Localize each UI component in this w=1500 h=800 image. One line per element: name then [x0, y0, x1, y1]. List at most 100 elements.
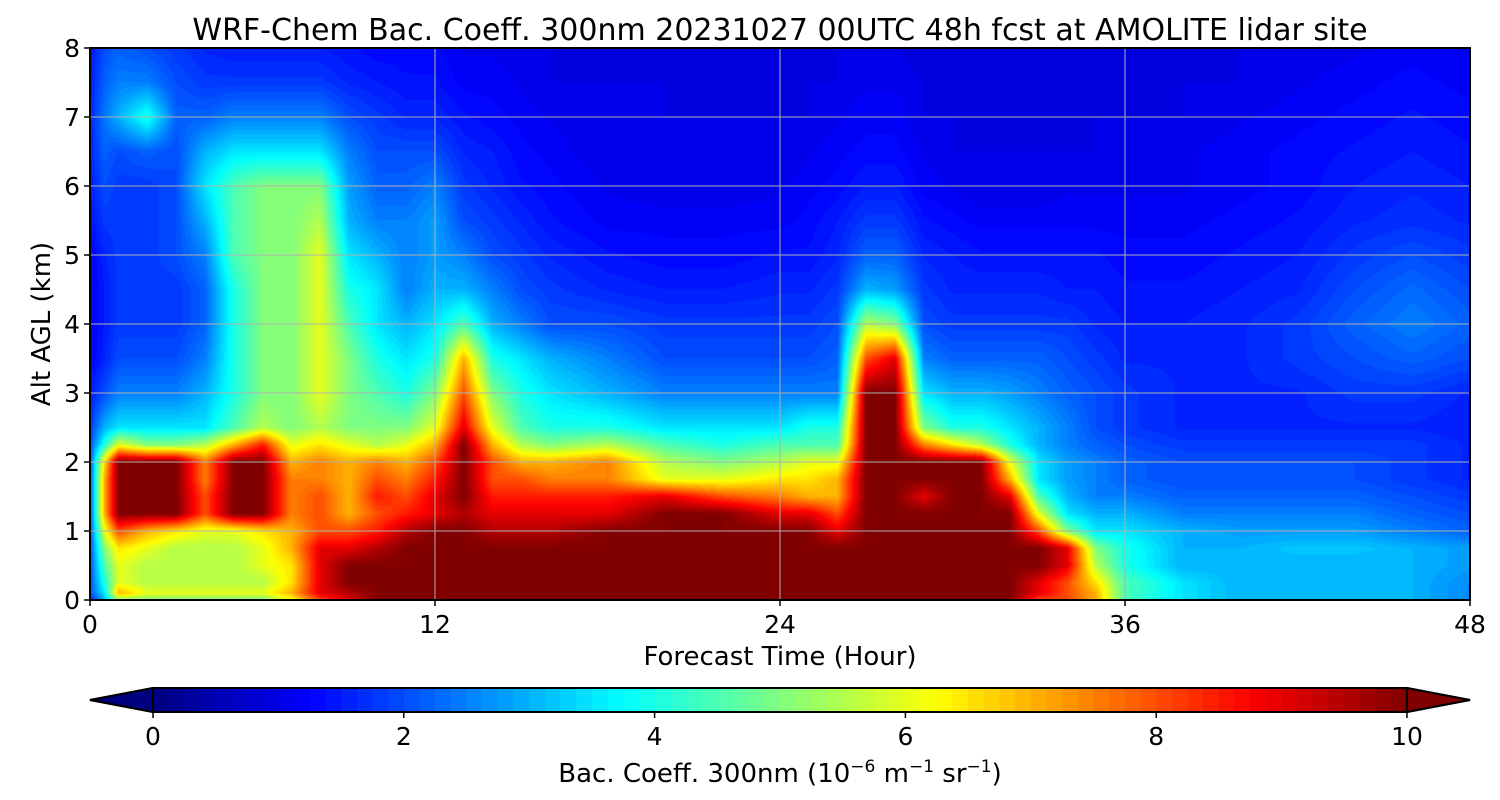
colorbar-level-24: [529, 688, 546, 712]
colorbar-ticks: 0 2 4 6 8 10: [145, 712, 1423, 751]
colorbar-level-22: [497, 688, 515, 712]
colorbar-level-19: [450, 688, 468, 712]
colorbar-level-17: [419, 688, 436, 712]
colorbar-level-51: [952, 688, 969, 712]
colorbar-level-76: [1344, 688, 1361, 712]
colorbar-level-0: [153, 688, 170, 712]
y-tick-label-8: 8: [64, 34, 80, 63]
colorbar-level-27: [576, 688, 593, 712]
colorbar-level-56: [1030, 688, 1048, 712]
colorbar-level-28: [591, 688, 609, 712]
colorbar-extend-max: [1406, 686, 1471, 714]
colorbar-level-29: [607, 688, 624, 712]
colorbar-level-48: [905, 688, 922, 712]
colorbar: 0 2 4 6 8 10 Bac. Coeff. 300nm (10−6 m−1 sr−1…: [89, 686, 1471, 789]
colorbar-level-57: [1046, 688, 1063, 712]
colorbar-tick-label-5: 10: [1391, 722, 1423, 751]
colorbar-level-33: [670, 688, 687, 712]
colorbar-level-20: [466, 688, 483, 712]
colorbar-level-79: [1391, 688, 1407, 712]
plot-area: [89, 47, 1471, 601]
colorbar-level-3: [200, 688, 217, 712]
y-tick-label-4: 4: [64, 310, 80, 339]
colorbar-tick-label-1: 2: [396, 722, 412, 751]
colorbar-level-23: [513, 688, 530, 712]
colorbar-level-54: [999, 688, 1016, 712]
colorbar-level-15: [388, 688, 405, 712]
colorbar-level-41: [795, 688, 812, 712]
colorbar-level-45: [858, 688, 875, 712]
colorbar-level-49: [921, 688, 938, 712]
colorbar-extend-min: [89, 686, 154, 714]
colorbar-level-67: [1203, 688, 1220, 712]
x-axis-label: Forecast Time (Hour): [643, 642, 916, 672]
colorbar-level-77: [1359, 688, 1377, 712]
colorbar-tick-label-2: 4: [647, 722, 663, 751]
colorbar-level-50: [936, 688, 954, 712]
x-tick-label-4: 48: [1454, 610, 1486, 639]
colorbar-level-34: [685, 688, 703, 712]
colorbar-level-52: [968, 688, 985, 712]
colorbar-level-69: [1234, 688, 1251, 712]
colorbar-level-75: [1328, 688, 1345, 712]
colorbar-level-7: [262, 688, 279, 712]
colorbar-level-32: [654, 688, 671, 712]
x-tick-label-1: 12: [419, 610, 451, 639]
colorbar-level-10: [309, 688, 327, 712]
colorbar-level-55: [1015, 688, 1032, 712]
colorbar-level-18: [435, 688, 452, 712]
colorbar-level-53: [983, 688, 1001, 712]
y-axis-label: Alt AGL (km): [27, 242, 57, 406]
y-tick-label-0: 0: [64, 586, 80, 615]
colorbar-level-14: [372, 688, 389, 712]
colorbar-level-63: [1140, 688, 1157, 712]
y-tick-label-3: 3: [64, 379, 80, 408]
colorbar-level-39: [764, 688, 781, 712]
colorbar-tick-label-3: 6: [897, 722, 913, 751]
x-axis: 0 12 24 36 48: [82, 600, 1486, 639]
y-tick-label-2: 2: [64, 448, 80, 477]
grid-lines: [90, 48, 1470, 600]
colorbar-level-8: [278, 688, 295, 712]
colorbar-level-72: [1281, 688, 1298, 712]
colorbar-tick-label-4: 8: [1148, 722, 1164, 751]
colorbar-level-1: [168, 688, 185, 712]
colorbar-level-61: [1109, 688, 1126, 712]
colorbar-level-37: [732, 688, 750, 712]
colorbar-level-68: [1218, 688, 1236, 712]
colorbar-level-2: [184, 688, 201, 712]
colorbar-label: Bac. Coeff. 300nm (10−6 m−1 sr−1): [558, 757, 1001, 789]
x-tick-label-3: 36: [1109, 610, 1141, 639]
colorbar-level-46: [874, 688, 891, 712]
colorbar-tick-label-0: 0: [145, 722, 161, 751]
colorbar-level-60: [1093, 688, 1110, 712]
y-tick-label-6: 6: [64, 172, 80, 201]
colorbar-level-21: [482, 688, 499, 712]
colorbar-level-36: [717, 688, 734, 712]
x-tick-label-0: 0: [82, 610, 98, 639]
colorbar-level-5: [231, 688, 248, 712]
colorbar-level-13: [356, 688, 374, 712]
colorbar-level-12: [341, 688, 358, 712]
x-tick-label-2: 24: [764, 610, 796, 639]
colorbar-level-74: [1312, 688, 1330, 712]
colorbar-level-16: [403, 688, 421, 712]
colorbar-level-35: [701, 688, 718, 712]
colorbar-level-40: [780, 688, 797, 712]
colorbar-level-71: [1265, 688, 1283, 712]
colorbar-level-65: [1171, 688, 1189, 712]
colorbar-level-4: [215, 688, 232, 712]
colorbar-level-59: [1077, 688, 1095, 712]
colorbar-level-73: [1297, 688, 1314, 712]
chart-title: WRF-Chem Bac. Coeff. 300nm 20231027 00UT…: [192, 13, 1367, 48]
colorbar-level-58: [1062, 688, 1079, 712]
colorbar-level-9: [294, 688, 311, 712]
colorbar-level-70: [1250, 688, 1267, 712]
y-tick-label-5: 5: [64, 241, 80, 270]
colorbar-level-38: [748, 688, 765, 712]
colorbar-level-78: [1375, 688, 1392, 712]
colorbar-level-43: [827, 688, 844, 712]
colorbar-level-44: [842, 688, 859, 712]
y-tick-label-1: 1: [64, 517, 80, 546]
